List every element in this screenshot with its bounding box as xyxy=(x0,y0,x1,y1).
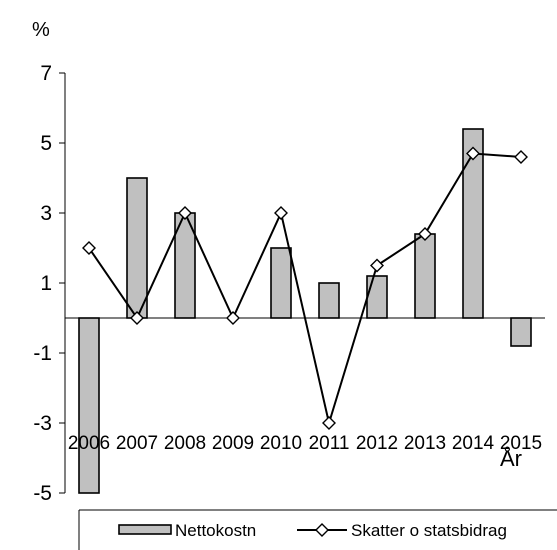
legend-label-nettokostn: Nettokostn xyxy=(175,521,256,540)
x-tick-label-2009: 2009 xyxy=(212,433,254,454)
series-line-skatter xyxy=(88,152,522,427)
bar-2010 xyxy=(270,247,292,319)
bar-2006 xyxy=(78,317,100,494)
y-tick-label: 3 xyxy=(40,202,52,225)
y-tick-label: 5 xyxy=(40,132,52,155)
y-tick-label: -5 xyxy=(33,482,52,505)
line-marker-2009 xyxy=(226,311,240,325)
line-marker-2012 xyxy=(370,258,384,273)
y-tick-label: 1 xyxy=(40,272,52,295)
line-marker-2013 xyxy=(418,227,432,241)
bar-2011 xyxy=(318,282,340,319)
line-marker-2015 xyxy=(514,150,528,164)
legend-label-skatter: Skatter o statsbidrag xyxy=(351,521,507,540)
x-tick-label-2010: 2010 xyxy=(260,433,302,454)
bar-2012 xyxy=(366,275,388,319)
line-marker-2014 xyxy=(466,146,480,161)
y-tick-label: -3 xyxy=(33,412,52,435)
y-axis-unit-label: % xyxy=(32,19,50,41)
x-tick-label-2013: 2013 xyxy=(404,433,446,454)
y-tick-label: -1 xyxy=(33,342,52,365)
x-tick-label-2015: 2015 xyxy=(500,433,542,454)
x-tick-label-2006: 2006 xyxy=(68,433,110,454)
y-tick-label: 7 xyxy=(40,62,52,85)
bar-2007 xyxy=(126,177,148,319)
bar-2015 xyxy=(510,317,532,347)
x-axis-title: År xyxy=(500,446,522,471)
line-marker-2010 xyxy=(274,206,288,220)
line-marker-2006 xyxy=(82,241,96,255)
legend-swatch-nettokostn xyxy=(118,524,172,535)
bar-2013 xyxy=(414,233,436,319)
x-tick-label-2008: 2008 xyxy=(164,433,206,454)
x-tick-label-2011: 2011 xyxy=(309,433,350,454)
x-tick-label-2014: 2014 xyxy=(452,433,495,454)
x-tick-label-2012: 2012 xyxy=(356,433,398,454)
line-marker-2008 xyxy=(178,206,192,220)
legend-swatch-skatter-marker xyxy=(315,523,329,537)
line-marker-2011 xyxy=(322,416,336,430)
x-tick-label-2007: 2007 xyxy=(116,433,158,454)
line-marker-2007 xyxy=(130,311,144,325)
